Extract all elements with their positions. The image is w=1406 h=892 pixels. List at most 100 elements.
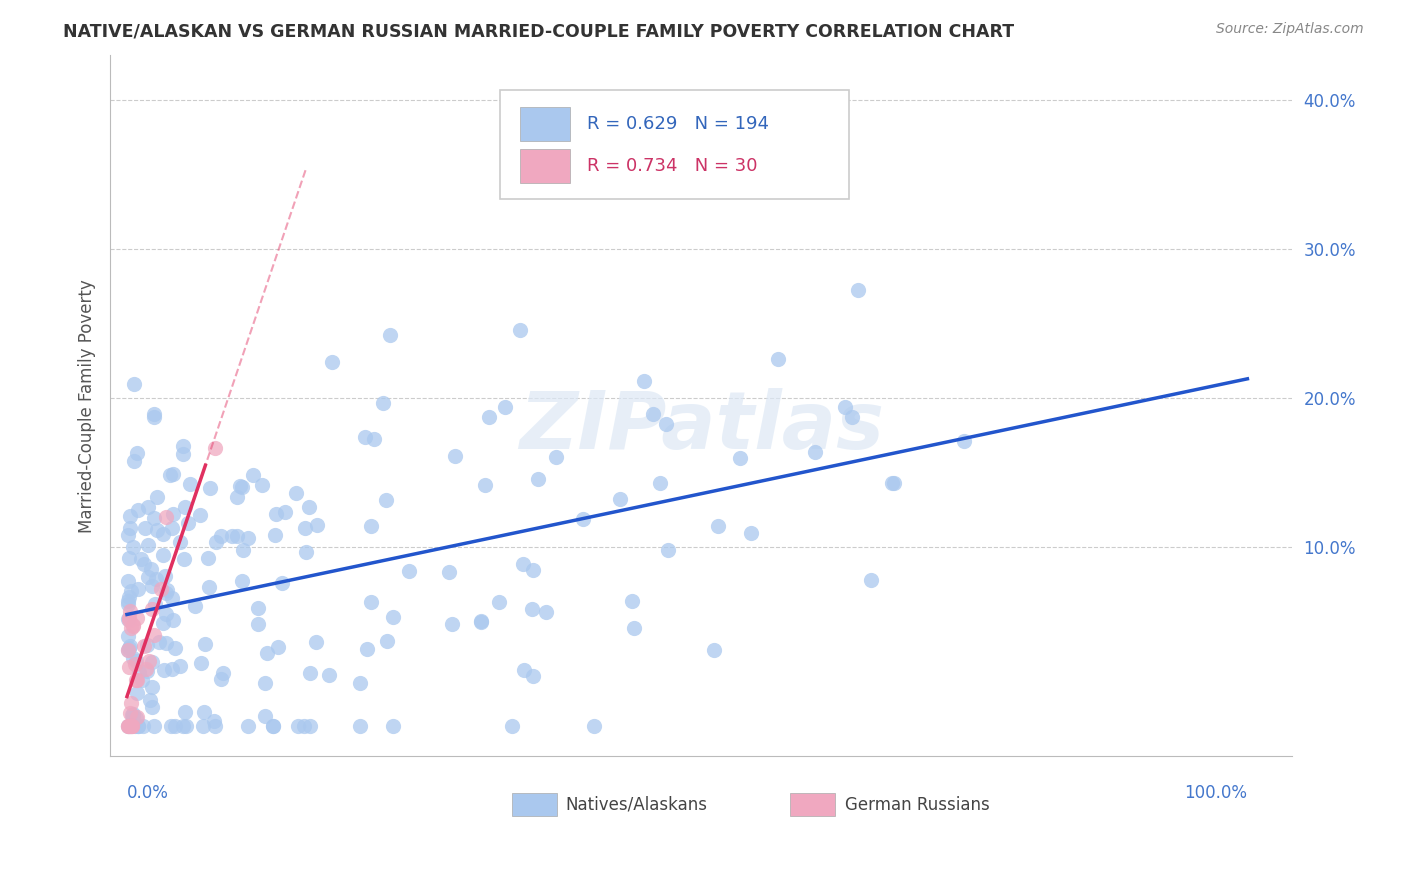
Point [623, 621, 645, 635]
Text: German Russians: German Russians [845, 796, 990, 814]
Point [194, 636, 217, 650]
Point [138, 500, 160, 514]
Point [221, 529, 243, 543]
Point [117, 612, 139, 626]
Point [118, 613, 141, 627]
Point [155, 635, 177, 649]
Point [117, 642, 139, 657]
Point [117, 719, 139, 733]
Point [124, 377, 146, 392]
Point [153, 663, 176, 677]
Point [118, 641, 141, 656]
Point [173, 552, 195, 566]
Text: ZIPatlas: ZIPatlas [519, 388, 884, 466]
Point [132, 719, 155, 733]
Point [657, 543, 679, 558]
Point [231, 574, 253, 588]
Point [145, 572, 167, 586]
Point [883, 475, 905, 490]
Point [122, 618, 145, 632]
Point [117, 528, 139, 542]
Point [398, 564, 420, 578]
Point [131, 551, 153, 566]
Point [197, 551, 219, 566]
Point [172, 438, 194, 452]
Point [470, 615, 492, 630]
Point [120, 719, 142, 733]
Point [307, 517, 329, 532]
FancyBboxPatch shape [501, 90, 849, 199]
Point [298, 500, 321, 514]
Point [703, 643, 725, 657]
Point [142, 511, 165, 525]
Point [209, 529, 232, 543]
Point [264, 507, 287, 521]
Point [474, 478, 496, 492]
Point [169, 535, 191, 549]
Point [118, 521, 141, 535]
Point [439, 565, 461, 579]
Point [256, 647, 278, 661]
Point [501, 719, 523, 733]
Point [287, 719, 309, 733]
Point [527, 472, 550, 486]
Point [120, 604, 142, 618]
Point [641, 407, 664, 421]
Point [378, 328, 401, 343]
Point [160, 521, 183, 535]
Point [318, 667, 340, 681]
Point [122, 540, 145, 554]
Point [494, 400, 516, 414]
Point [169, 659, 191, 673]
Point [443, 450, 465, 464]
Point [246, 616, 269, 631]
Point [117, 598, 139, 612]
Point [583, 719, 606, 733]
Point [193, 705, 215, 719]
Point [155, 586, 177, 600]
Point [172, 447, 194, 461]
Point [242, 467, 264, 482]
Point [122, 651, 145, 665]
Point [298, 719, 321, 733]
Point [118, 659, 141, 673]
Point [285, 486, 308, 500]
Text: R = 0.629   N = 194: R = 0.629 N = 194 [586, 115, 769, 133]
Point [209, 672, 232, 686]
Point [375, 493, 398, 508]
Point [509, 323, 531, 337]
Point [120, 621, 142, 635]
Point [136, 570, 159, 584]
Point [139, 693, 162, 707]
Point [349, 675, 371, 690]
Point [127, 446, 149, 460]
Point [146, 490, 169, 504]
Text: 0.0%: 0.0% [127, 784, 169, 802]
Point [117, 594, 139, 608]
Point [117, 629, 139, 643]
Point [205, 535, 228, 549]
Point [375, 634, 398, 648]
Point [270, 575, 292, 590]
Point [117, 550, 139, 565]
Point [132, 640, 155, 654]
Point [706, 519, 728, 533]
Point [441, 617, 464, 632]
Point [117, 611, 139, 625]
Point [204, 441, 226, 455]
Point [193, 719, 215, 733]
Point [118, 590, 141, 604]
Point [117, 574, 139, 588]
Point [124, 673, 146, 688]
Point [953, 434, 976, 449]
Point [354, 430, 377, 444]
Point [226, 490, 249, 504]
Point [728, 451, 751, 466]
Point [152, 526, 174, 541]
Point [117, 719, 139, 733]
Point [136, 639, 159, 653]
Point [159, 468, 181, 483]
Point [152, 616, 174, 631]
Bar [520, 107, 569, 141]
Point [232, 543, 254, 558]
